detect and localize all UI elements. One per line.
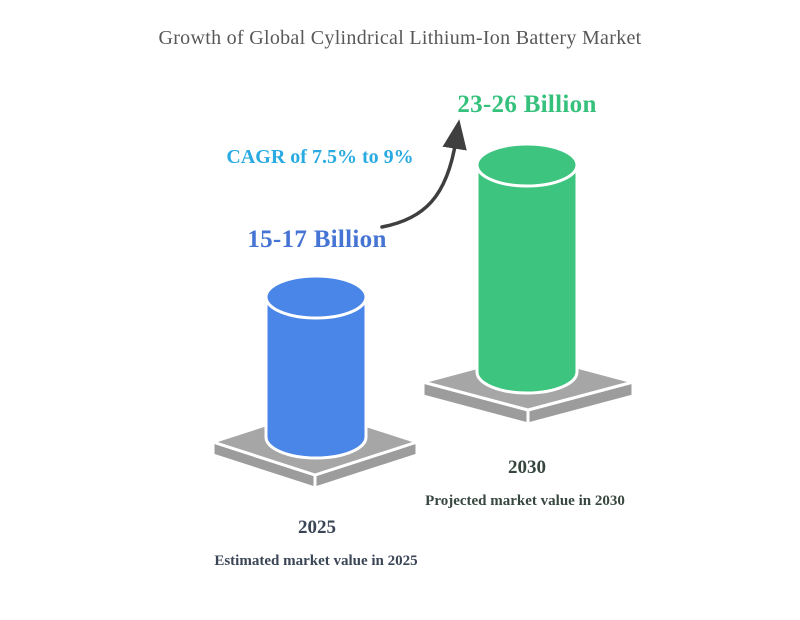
year-label-2025: 2025: [298, 517, 336, 538]
cylinder-2030: [475, 142, 579, 395]
value-label-2025: 15-17 Billion: [247, 226, 387, 253]
cagr-annotation: CAGR of 7.5% to 9%: [226, 146, 414, 168]
cylinder-2025-body: [264, 295, 368, 460]
year-label-2030: 2030: [508, 457, 546, 478]
cylinder-2030-body: [475, 163, 579, 395]
chart-title: Growth of Global Cylindrical Lithium-Ion…: [158, 27, 642, 49]
cylinder-2030-top: [475, 142, 579, 188]
value-label-2030: 23-26 Billion: [457, 91, 597, 118]
description-2025: Estimated market value in 2025: [214, 553, 418, 569]
growth-arrow: [380, 119, 467, 229]
cylinder-2025: [264, 274, 368, 460]
cylinder-2025-top: [264, 274, 368, 320]
description-2030: Projected market value in 2030: [425, 493, 625, 509]
